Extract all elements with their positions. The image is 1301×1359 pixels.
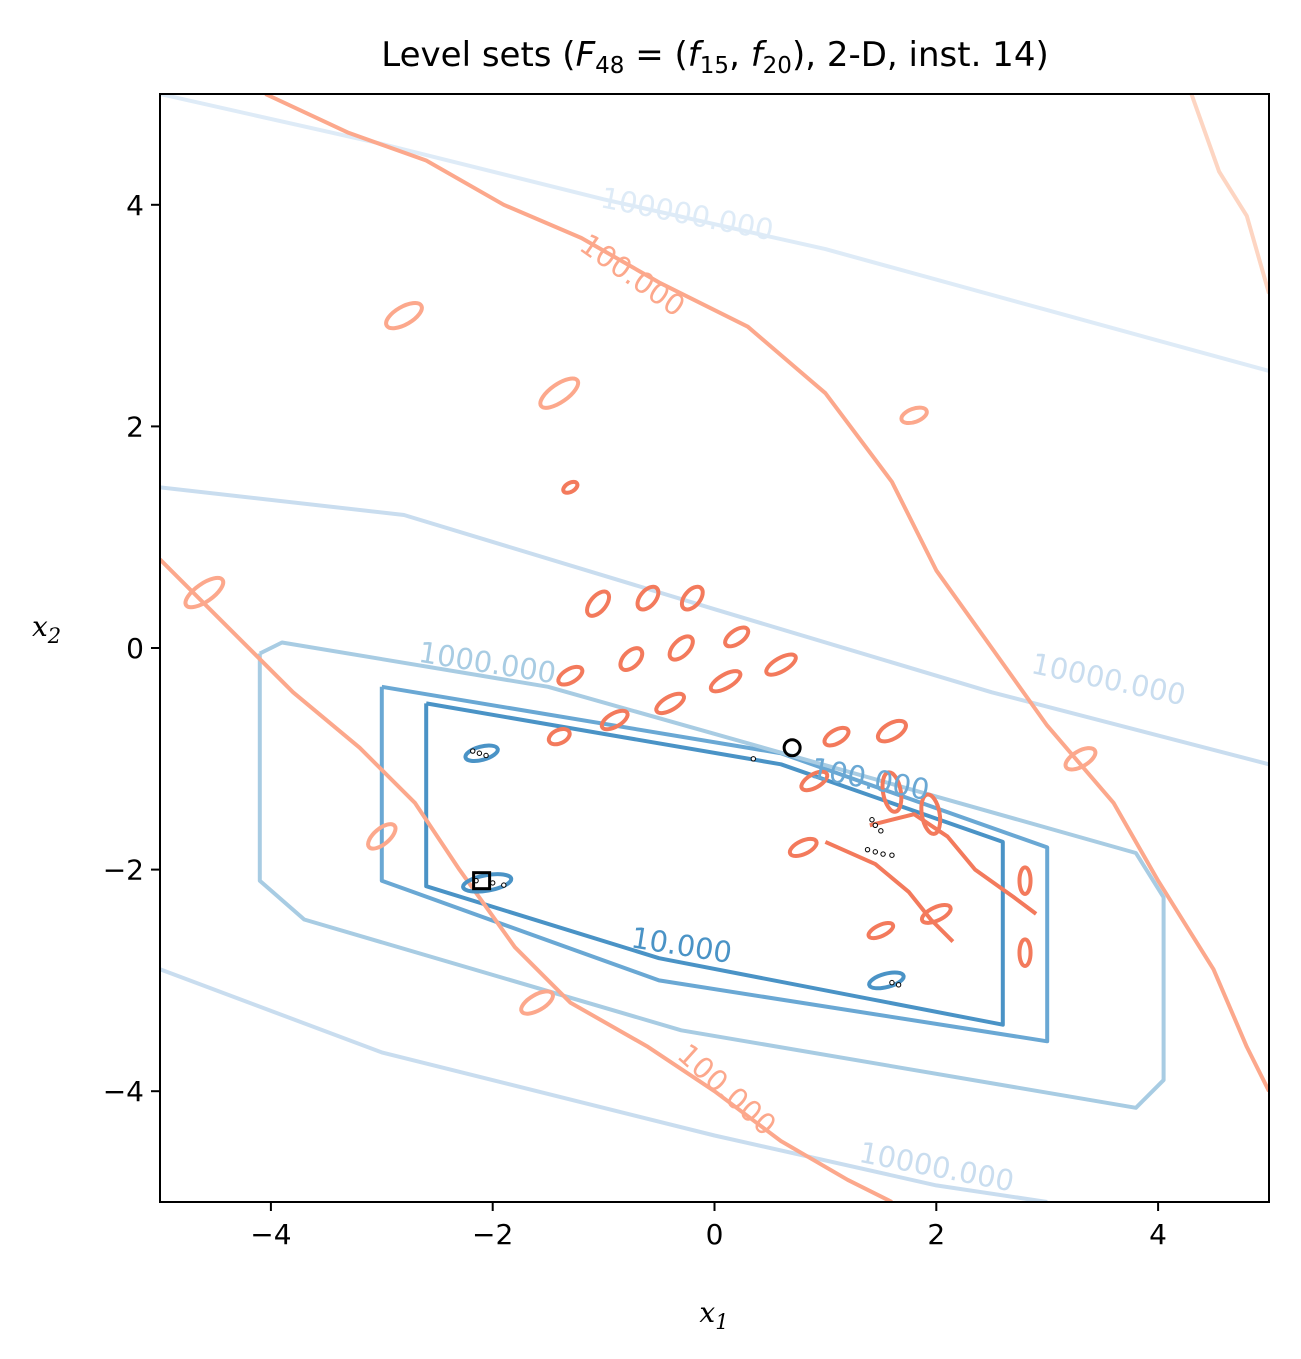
contour-island-27 [538, 376, 581, 410]
contour-line-9 [869, 812, 1038, 916]
contour-island-18 [919, 903, 953, 925]
contour-island-3 [708, 669, 743, 694]
x-tick-label-1: −2 [472, 1218, 513, 1251]
contour-island-12 [561, 479, 580, 495]
contour-label-4: 100000.000 [598, 181, 777, 248]
contour-island-16 [880, 770, 904, 814]
y-tick-label-4: 4 [126, 189, 144, 222]
contour-island-8 [723, 625, 751, 649]
contour-line-1 [379, 684, 1050, 1044]
contour-label-0: 1000.000 [416, 635, 558, 690]
contour-island-1 [599, 708, 630, 732]
contour-island-0 [546, 727, 572, 747]
contour-island-21 [1017, 865, 1033, 896]
contour-line-8 [1189, 94, 1269, 294]
contour-line-5 [160, 94, 1269, 373]
x-tick-label-2: 0 [706, 1218, 724, 1251]
y-tick-label-2: 0 [126, 632, 144, 665]
plot-area: 1000.000 10000.000100.00010.000100000.000… [160, 94, 1269, 1202]
contour-island-20 [787, 836, 819, 859]
contour-label-7: 100.000 [671, 1037, 783, 1143]
chart-title: Level sets (F48 = (f15, f20), 2-D, inst.… [381, 35, 1048, 79]
sample-dot-0 [750, 756, 757, 762]
sample-dot-9 [476, 750, 483, 756]
contour-line-0 [424, 701, 1005, 1027]
sample-dot-15 [895, 982, 902, 988]
contour-island-11 [679, 584, 705, 612]
sample-dot-6 [880, 851, 886, 857]
contour-label-6: 100.000 [574, 227, 692, 324]
contour-island-15 [799, 769, 830, 793]
sample-dot-12 [490, 880, 496, 886]
contour-line-4 [160, 967, 1048, 1202]
sample-dot-5 [872, 849, 879, 855]
sample-dot-3 [878, 828, 884, 834]
contour-island-19 [866, 921, 896, 941]
x-tick-label-4: 4 [1149, 1218, 1167, 1251]
axes: −4 −2 0 2 4 −4 −2 0 2 4 [103, 189, 1167, 1251]
sample-dot-7 [889, 852, 895, 858]
contour-island-2 [654, 691, 686, 716]
contour-line-6 [264, 94, 1269, 1093]
contour-island-17 [919, 792, 943, 836]
contour-island-9 [585, 589, 612, 618]
contour-island-5 [556, 664, 585, 687]
contour-label-5: 10000.000 [856, 1135, 1016, 1198]
contour-island-4 [764, 652, 798, 677]
sample-dot-10 [483, 752, 489, 759]
contour-label-1: 10000.000 [1028, 646, 1188, 712]
contour-label-2: 100.000 [808, 751, 932, 807]
y-axis-label: x2 [32, 610, 61, 648]
contour-line-10 [824, 840, 955, 944]
y-tick-label-3: 2 [126, 410, 144, 443]
optimum-marker-square [472, 871, 492, 891]
contour-island-29 [183, 575, 226, 610]
sample-dot-13 [501, 882, 507, 888]
contour-island-28 [899, 405, 929, 426]
sample-dot-2 [872, 822, 879, 828]
contour-line-7 [160, 557, 893, 1202]
sample-dot-8 [470, 748, 476, 754]
contour-island-10 [635, 584, 661, 612]
y-tick-label-1: −2 [103, 854, 144, 887]
x-tick-label-3: 2 [927, 1218, 945, 1251]
contour-island-7 [667, 634, 695, 662]
y-tick-label-0: −4 [103, 1075, 144, 1108]
contour-island-32 [1063, 746, 1098, 772]
x-tick-label-0: −4 [250, 1218, 291, 1251]
contour-island-25 [867, 970, 906, 991]
sample-dot-14 [889, 979, 895, 986]
sample-dot-1 [869, 817, 875, 823]
contour-island-22 [1017, 937, 1033, 968]
contour-island-23 [463, 743, 500, 763]
sample-dot-4 [864, 846, 871, 853]
x-axis-label: x1 [699, 1296, 728, 1334]
contour-line-2 [257, 640, 1166, 1110]
contour-island-6 [618, 646, 645, 672]
contour-island-13 [875, 718, 908, 744]
contour-island-30 [366, 822, 398, 851]
contour-island-24 [461, 872, 514, 894]
contour-island-26 [384, 301, 424, 331]
contour-island-31 [519, 989, 555, 1016]
contour-island-14 [822, 725, 851, 748]
contour-line-3 [160, 485, 1269, 767]
optimum-marker-circle [782, 738, 802, 758]
